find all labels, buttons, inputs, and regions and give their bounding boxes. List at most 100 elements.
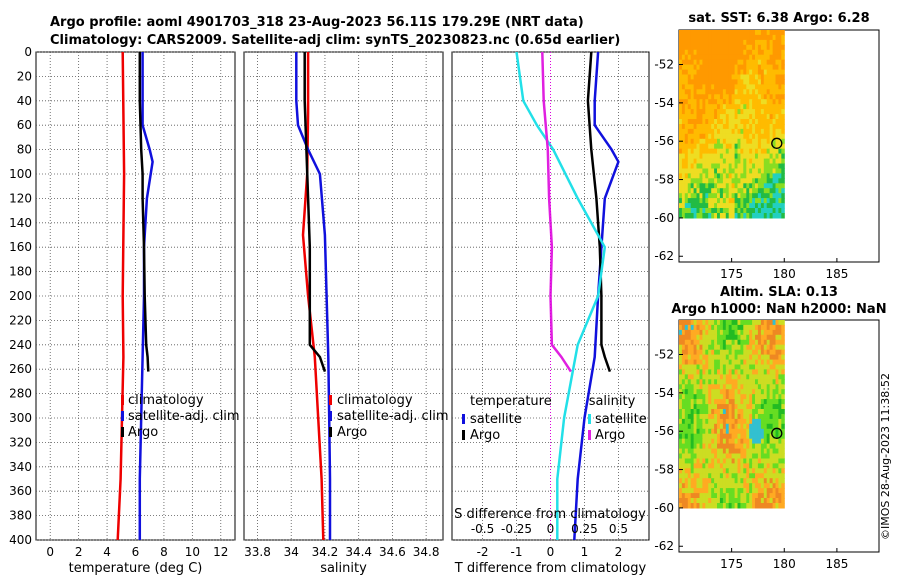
heatmap-cell — [766, 433, 771, 440]
heatmap-cell — [681, 324, 686, 331]
heatmap-cell — [778, 399, 782, 405]
heatmap-cell — [690, 409, 695, 415]
heatmap-cell — [752, 374, 756, 380]
heatmap-cell — [755, 153, 759, 160]
heatmap-cell — [731, 89, 736, 95]
heatmap-cell — [781, 389, 785, 395]
heatmap-cell — [690, 30, 695, 36]
heatmap-cell — [708, 94, 712, 100]
heatmap-cell — [755, 109, 759, 115]
heatmap-cell — [684, 173, 689, 179]
heatmap-cell — [699, 414, 703, 420]
heatmap-cell — [737, 334, 741, 341]
heatmap-cell — [728, 114, 733, 120]
heatmap-cell — [696, 458, 700, 464]
heatmap-cell — [734, 369, 739, 375]
heatmap-cell — [714, 148, 718, 155]
heatmap-cell — [740, 324, 744, 331]
heatmap-cell — [749, 324, 753, 331]
heatmap-cell — [719, 354, 724, 361]
heatmap-cell — [717, 173, 721, 179]
heatmap-cell — [778, 324, 782, 331]
x-tick-label: 34.4 — [345, 545, 372, 559]
heatmap-cell — [778, 428, 782, 435]
heatmap-cell — [731, 428, 736, 435]
heatmap-cell — [740, 433, 744, 440]
heatmap-cell — [702, 213, 706, 219]
heatmap-cell — [687, 44, 692, 51]
heatmap-cell — [743, 418, 747, 425]
heatmap-cell — [728, 458, 733, 464]
heatmap-field — [679, 320, 785, 509]
heatmap-cell — [725, 109, 730, 115]
heatmap-cell — [714, 344, 718, 351]
heatmap-cell — [679, 359, 683, 366]
heatmap-cell — [702, 414, 706, 420]
heatmap-cell — [757, 463, 762, 469]
heatmap-cell — [763, 109, 768, 115]
series-line-temperature-satellite — [573, 52, 620, 540]
heatmap-cell — [746, 89, 750, 95]
heatmap-cell — [717, 89, 721, 95]
heatmap-cell — [778, 320, 782, 326]
heatmap-cell — [711, 374, 715, 380]
heatmap-cell — [760, 409, 765, 415]
heatmap-cell — [740, 188, 744, 194]
heatmap-cell — [722, 414, 727, 420]
heatmap-cell — [681, 339, 686, 346]
heatmap-cell — [705, 399, 709, 405]
heatmap-cell — [693, 344, 698, 351]
heatmap-cell — [760, 64, 765, 71]
heatmap-cell — [731, 399, 736, 405]
heatmap-cell — [725, 44, 730, 51]
heatmap-cell — [696, 84, 700, 90]
heatmap-cell — [766, 478, 771, 484]
heatmap-cell — [719, 379, 724, 385]
heatmap-cell — [760, 84, 765, 90]
heatmap-cell — [769, 74, 774, 80]
heatmap-cell — [763, 74, 768, 80]
heatmap-cell — [679, 208, 683, 214]
heatmap-cell — [760, 168, 765, 174]
heatmap-cell — [684, 119, 689, 125]
heatmap-cell — [734, 483, 739, 489]
heatmap-cell — [743, 208, 747, 214]
heatmap-cell — [755, 44, 759, 51]
heatmap-cell — [705, 64, 709, 71]
heatmap-cell — [749, 89, 753, 95]
heatmap-cell — [752, 453, 756, 459]
heatmap-cell — [757, 349, 762, 356]
heatmap-cell — [746, 468, 750, 474]
heatmap-cell — [772, 428, 777, 435]
x-tick-label: 2 — [615, 545, 623, 559]
heatmap-cell — [717, 349, 721, 356]
heatmap-cell — [743, 44, 747, 51]
heatmap-cell — [734, 389, 739, 395]
heatmap-cell — [749, 418, 753, 425]
heatmap-cell — [781, 399, 785, 405]
heatmap-cell — [778, 483, 782, 489]
heatmap-cell — [687, 473, 692, 479]
heatmap-cell — [684, 158, 689, 165]
heatmap-cell — [781, 349, 785, 356]
y-tick-label: -62 — [654, 249, 674, 263]
heatmap-cell — [772, 54, 777, 61]
heatmap-cell — [781, 119, 785, 125]
heatmap-cell — [705, 148, 709, 155]
heatmap-cell — [722, 473, 727, 479]
heatmap-cell — [708, 34, 712, 41]
heatmap-cell — [737, 173, 741, 179]
heatmap-cell — [705, 124, 709, 130]
heatmap-cell — [763, 359, 768, 366]
heatmap-cell — [772, 168, 777, 174]
heatmap-cell — [699, 69, 703, 76]
heatmap-cell — [684, 114, 689, 120]
heatmap-cell — [705, 374, 709, 380]
heatmap-cell — [749, 79, 753, 85]
heatmap-cell — [728, 84, 733, 90]
heatmap-cell — [702, 463, 706, 469]
heatmap-cell — [687, 198, 692, 204]
heatmap-cell — [763, 483, 768, 489]
heatmap-cell — [740, 104, 744, 110]
heatmap-cell — [731, 148, 736, 155]
